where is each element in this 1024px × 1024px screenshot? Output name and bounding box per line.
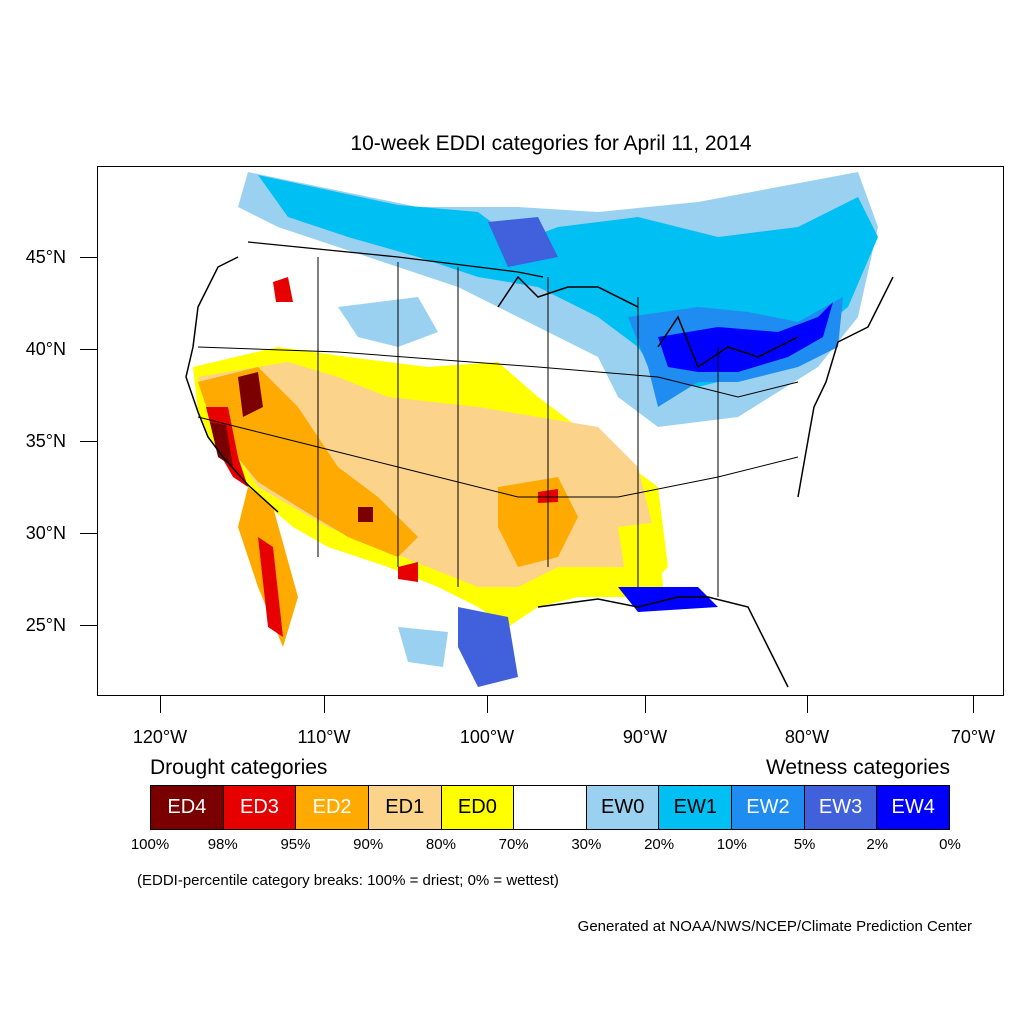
legend-swatch-ed3: ED3 (223, 786, 297, 829)
legend-swatch-ew2: EW2 (732, 786, 805, 829)
west-coast (185, 256, 279, 513)
legend-break-label: 90% (353, 836, 384, 853)
lon-tick-70 (973, 696, 974, 713)
lon-tick-120 (160, 696, 161, 713)
legend-break-label: 30% (571, 836, 602, 853)
lat-tick-40 (80, 349, 97, 350)
legend-break-label: 0% (939, 836, 961, 853)
legend-break-label: 98% (207, 836, 238, 853)
state-line-band-40n (197, 346, 799, 398)
east-coast (797, 276, 894, 498)
ew0-region-mexico (398, 627, 448, 667)
ed3-region-baja (258, 537, 283, 637)
legend-colorbar: ED4 ED3 ED2 ED1 ED0 EW0 EW1 EW2 EW3 EW4 (150, 785, 950, 830)
lon-tick-100 (487, 696, 488, 713)
lon-label-90: 90°W (622, 727, 668, 747)
legend-break-label: 95% (280, 836, 311, 853)
lon-label-80: 80°W (784, 727, 830, 747)
ed3-region-texas (398, 562, 418, 582)
legend-swatch-ed0: ED0 (441, 786, 515, 829)
canada-border (247, 241, 544, 278)
ew4-region-lakes (658, 302, 833, 372)
legend-break-label: 2% (866, 836, 889, 853)
lat-label-30: 30°N (25, 523, 66, 543)
legend-break-label: 10% (716, 836, 747, 853)
lat-label-35: 35°N (25, 431, 66, 451)
lon-tick-90 (645, 696, 646, 713)
credit-line: Generated at NOAA/NWS/NCEP/Climate Predi… (577, 918, 972, 935)
lat-tick-30 (80, 533, 97, 534)
legend-break-label: 70% (498, 836, 529, 853)
lat-tick-35 (80, 441, 97, 442)
legend-break-label: 100% (130, 836, 170, 853)
lon-label-110: 110°W (297, 727, 351, 747)
lat-label-45: 45°N (25, 247, 66, 267)
ed4-region-new-mexico (358, 507, 373, 522)
lon-label-70: 70°W (950, 727, 996, 747)
ed4-region-nevada (238, 372, 263, 417)
great-lakes-outline-b (657, 315, 799, 369)
eddi-map-canvas (185, 172, 894, 688)
eddi-map (97, 166, 1004, 696)
legend-swatch-ed2: ED2 (296, 786, 369, 829)
drought-heading: Drought categories (150, 756, 328, 779)
legend-swatch-neutral (514, 786, 587, 829)
lon-tick-110 (324, 696, 325, 713)
map-title: 10-week EDDI categories for April 11, 20… (350, 132, 752, 155)
ed3-region-idaho (273, 277, 293, 302)
legend-break-label: 5% (793, 836, 816, 853)
boundaries (185, 241, 894, 688)
legend-swatch-ew0: EW0 (586, 786, 660, 829)
legend-swatch-ew4: EW4 (877, 786, 950, 829)
wetness-heading: Wetness categories (765, 756, 950, 779)
lat-tick-25 (80, 625, 97, 626)
ew3-region-mexico-gulf (458, 607, 518, 687)
lat-tick-45 (80, 257, 97, 258)
great-lakes-outline-a (497, 275, 639, 308)
legend-swatch-ed4: ED4 (151, 786, 224, 829)
lat-label-25: 25°N (25, 615, 66, 635)
lon-label-100: 100°W (459, 727, 515, 747)
ew3-region-superior (488, 217, 558, 267)
legend-swatch-ew3: EW3 (804, 786, 878, 829)
ed4-region-california (210, 422, 233, 467)
lat-label-40: 40°N (25, 339, 66, 359)
gulf-coast (537, 596, 789, 688)
legend-break-label: 80% (425, 836, 456, 853)
legend-swatch-ed1: ED1 (368, 786, 442, 829)
ew0-region-rockies (338, 297, 438, 347)
legend-swatch-ew1: EW1 (659, 786, 733, 829)
lon-label-120: 120°W (132, 727, 188, 747)
ed0-region-southeast (618, 522, 663, 592)
legend-break-label: 20% (644, 836, 675, 853)
lon-tick-80 (807, 696, 808, 713)
category-note: (EDDI-percentile category breaks: 100% =… (137, 872, 559, 889)
